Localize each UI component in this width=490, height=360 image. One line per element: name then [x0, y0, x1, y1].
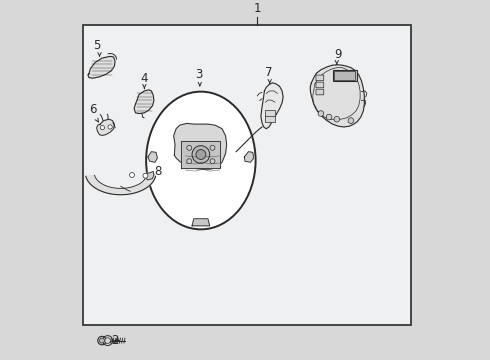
- Circle shape: [318, 111, 324, 116]
- Polygon shape: [192, 219, 210, 226]
- Polygon shape: [86, 175, 156, 195]
- Text: 2: 2: [112, 334, 119, 347]
- FancyBboxPatch shape: [333, 70, 357, 81]
- Polygon shape: [173, 123, 227, 169]
- Ellipse shape: [146, 92, 256, 229]
- FancyBboxPatch shape: [265, 115, 275, 122]
- Polygon shape: [261, 83, 283, 129]
- FancyBboxPatch shape: [316, 82, 324, 88]
- Polygon shape: [144, 171, 154, 180]
- Circle shape: [210, 145, 215, 150]
- Text: 3: 3: [196, 68, 203, 81]
- Text: 6: 6: [89, 103, 97, 116]
- Circle shape: [98, 336, 106, 345]
- Polygon shape: [88, 56, 115, 78]
- Text: 5: 5: [93, 39, 100, 52]
- Text: 7: 7: [265, 66, 272, 79]
- Text: 1: 1: [254, 2, 261, 15]
- Circle shape: [196, 149, 206, 159]
- Polygon shape: [181, 141, 221, 167]
- Polygon shape: [310, 65, 365, 127]
- Text: 4: 4: [141, 72, 148, 85]
- FancyBboxPatch shape: [316, 89, 324, 95]
- Polygon shape: [97, 119, 114, 135]
- Bar: [83, 24, 411, 325]
- Circle shape: [192, 146, 210, 163]
- Polygon shape: [134, 90, 154, 113]
- Circle shape: [105, 338, 110, 343]
- FancyBboxPatch shape: [334, 71, 355, 80]
- Circle shape: [100, 126, 104, 130]
- Circle shape: [334, 116, 340, 122]
- Circle shape: [143, 173, 148, 178]
- Circle shape: [108, 125, 112, 129]
- Circle shape: [187, 145, 192, 150]
- Circle shape: [210, 159, 215, 164]
- Circle shape: [348, 118, 354, 123]
- Circle shape: [187, 159, 192, 164]
- Polygon shape: [245, 152, 254, 162]
- Polygon shape: [148, 152, 157, 162]
- FancyBboxPatch shape: [316, 75, 324, 81]
- Circle shape: [326, 114, 332, 120]
- Circle shape: [129, 172, 134, 177]
- Circle shape: [99, 338, 104, 343]
- Text: 9: 9: [334, 48, 341, 60]
- Text: 8: 8: [154, 165, 161, 177]
- FancyBboxPatch shape: [265, 110, 275, 116]
